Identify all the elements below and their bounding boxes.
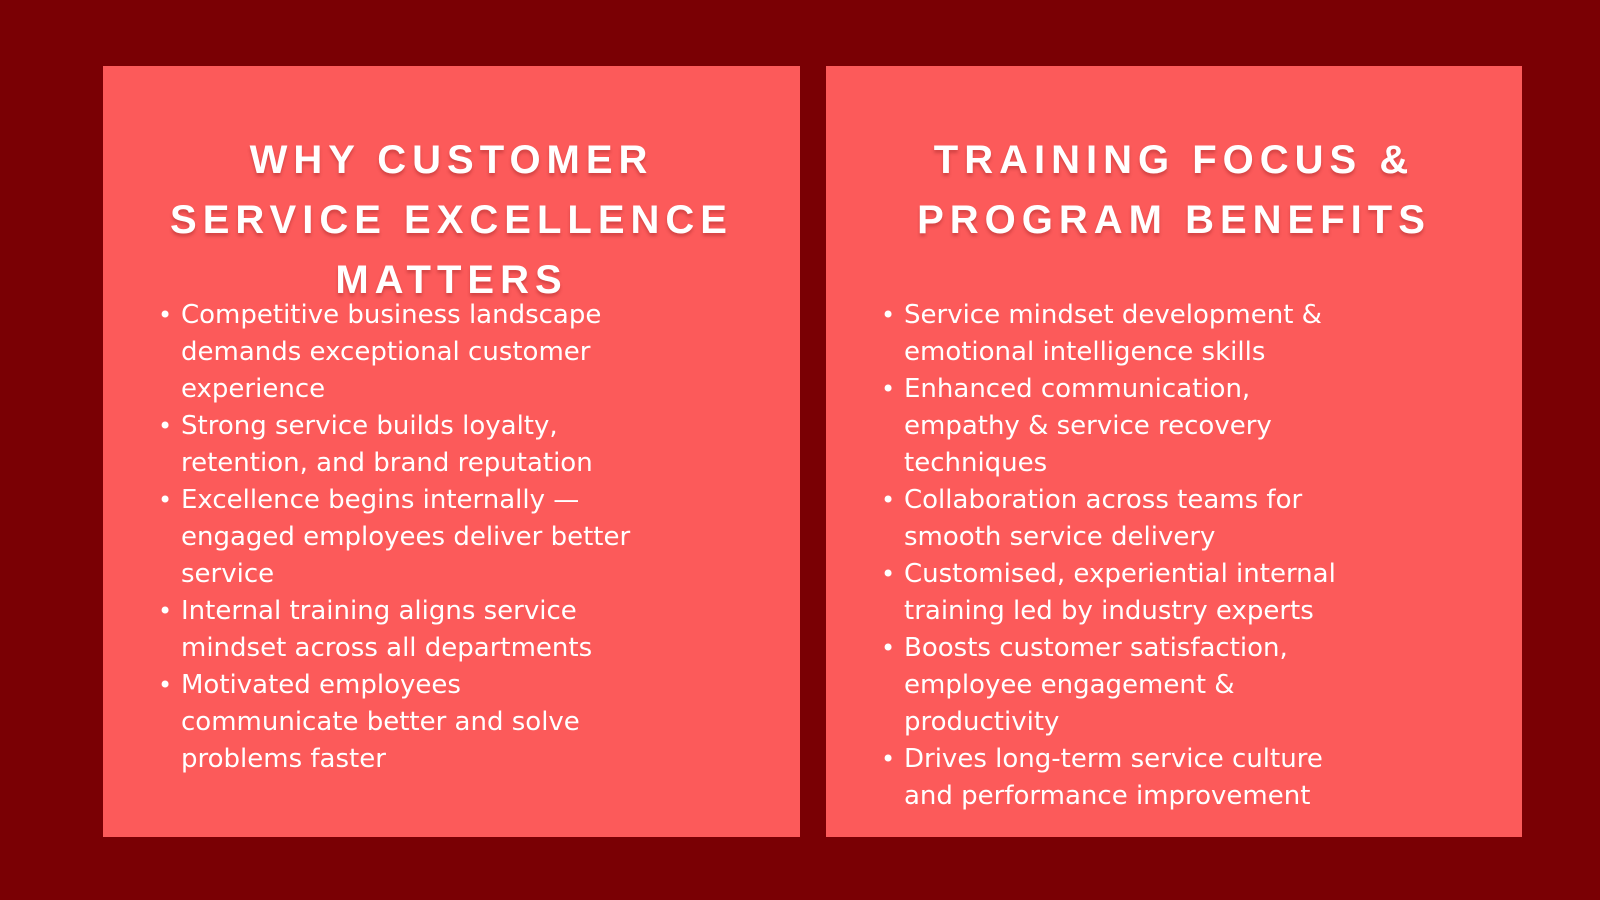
bullet-icon: • xyxy=(158,671,173,699)
title-line: MATTERS xyxy=(335,258,568,303)
bullet-icon: • xyxy=(881,301,896,329)
card-why-customer-service-matters: WHY CUSTOMER SERVICE EXCELLENCE MATTERS … xyxy=(103,66,800,837)
list-item: • Strong service builds loyalty, retenti… xyxy=(158,408,776,482)
bullet-text: Service mindset development & emotional … xyxy=(904,300,1322,367)
bullet-list-why-matters: • Competitive business landscape demands… xyxy=(158,297,776,778)
bullet-text: Motivated employees communicate better a… xyxy=(181,670,580,774)
bullet-icon: • xyxy=(881,634,896,662)
bullet-text: Excellence begins internally — engaged e… xyxy=(181,485,631,589)
list-item: • Service mindset development & emotiona… xyxy=(881,297,1498,371)
bullet-text: Boosts customer satisfaction, employee e… xyxy=(904,633,1288,737)
card-title-why-customer-service-matters: WHY CUSTOMER SERVICE EXCELLENCE MATTERS xyxy=(103,130,800,310)
bullet-icon: • xyxy=(881,745,896,773)
bullet-icon: • xyxy=(158,486,173,514)
list-item: • Boosts customer satisfaction, employee… xyxy=(881,630,1498,741)
title-line: PROGRAM BENEFITS xyxy=(917,198,1431,243)
list-item: • Internal training aligns service minds… xyxy=(158,593,776,667)
bullet-list-training-focus: • Service mindset development & emotiona… xyxy=(881,297,1498,815)
bullet-text: Enhanced communication, empathy & servic… xyxy=(904,374,1272,478)
list-item: • Collaboration across teams for smooth … xyxy=(881,482,1498,556)
bullet-text: Customised, experiential internal traini… xyxy=(904,559,1336,626)
title-line: TRAINING FOCUS & xyxy=(933,138,1415,183)
list-item: • Drives long-term service culture and p… xyxy=(881,741,1498,815)
list-item: • Customised, experiential internal trai… xyxy=(881,556,1498,630)
bullet-text: Strong service builds loyalty, retention… xyxy=(181,411,593,478)
bullet-text: Internal training aligns service mindset… xyxy=(181,596,593,663)
list-item: • Competitive business landscape demands… xyxy=(158,297,776,408)
bullet-text: Drives long-term service culture and per… xyxy=(904,744,1323,811)
bullet-icon: • xyxy=(881,560,896,588)
list-item: • Enhanced communication, empathy & serv… xyxy=(881,371,1498,482)
bullet-icon: • xyxy=(158,597,173,625)
card-title-training-focus-benefits: TRAINING FOCUS & PROGRAM BENEFITS xyxy=(826,130,1522,250)
list-item: • Excellence begins internally — engaged… xyxy=(158,482,776,593)
card-training-focus-benefits: TRAINING FOCUS & PROGRAM BENEFITS • Serv… xyxy=(826,66,1522,837)
bullet-text: Competitive business landscape demands e… xyxy=(181,300,602,404)
title-line: WHY CUSTOMER xyxy=(249,138,654,183)
title-line: SERVICE EXCELLENCE xyxy=(170,198,733,243)
bullet-icon: • xyxy=(881,375,896,403)
bullet-icon: • xyxy=(158,412,173,440)
list-item: • Motivated employees communicate better… xyxy=(158,667,776,778)
bullet-icon: • xyxy=(158,301,173,329)
bullet-text: Collaboration across teams for smooth se… xyxy=(904,485,1303,552)
bullet-icon: • xyxy=(881,486,896,514)
